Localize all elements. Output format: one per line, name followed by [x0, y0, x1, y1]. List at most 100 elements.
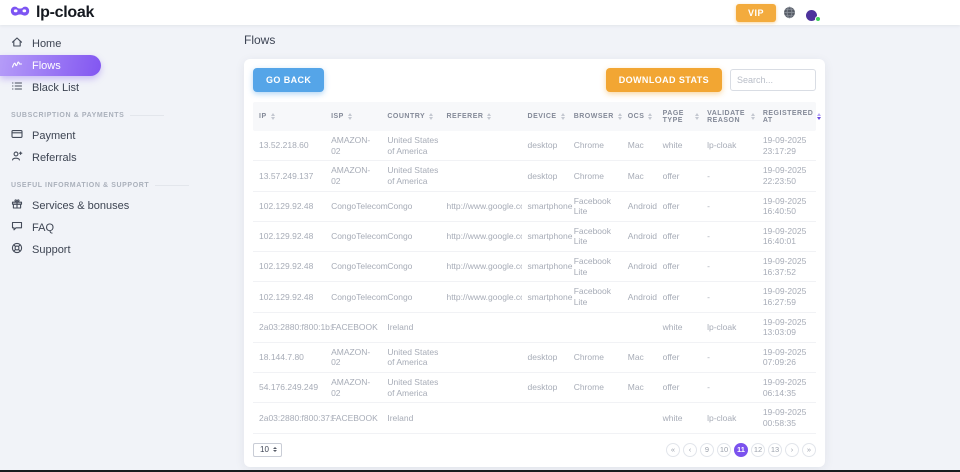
page-size-value: 10 — [260, 445, 269, 454]
sidebar-item-services-bonuses[interactable]: Services & bonuses — [0, 195, 233, 216]
person-add-icon — [11, 150, 23, 165]
cell-ip: 18.144.7.80 — [259, 352, 304, 363]
column-header-registered-at[interactable]: REGISTERED AT — [757, 106, 822, 128]
cell-registered-at: 19-09-2025 16:27:59 — [762, 286, 807, 307]
cell-ocs: Mac — [627, 140, 644, 151]
vip-button[interactable]: VIP — [735, 3, 776, 22]
cell-referer — [440, 142, 521, 150]
cell-country: Congo — [387, 261, 413, 272]
column-header-validate-reason[interactable]: VALIDATE REASON — [701, 106, 757, 128]
column-header-device[interactable]: DEVICE — [522, 109, 568, 124]
cell-device: smartphone — [527, 231, 573, 242]
pagination-button[interactable]: « — [666, 442, 680, 457]
mask-logo-icon — [10, 4, 30, 22]
cell-validate-reason: lp-cloak — [707, 321, 737, 332]
cell-browser: Chrome — [573, 170, 604, 181]
sidebar-item-label: Support — [32, 243, 71, 256]
sidebar-item-label: Flows — [32, 59, 61, 72]
topbar: lp-cloak VIP — [0, 0, 960, 25]
logo[interactable]: lp-cloak — [0, 4, 94, 22]
cell-ip: 54.176.249.249 — [259, 382, 319, 393]
column-header-ip[interactable]: IP — [253, 109, 325, 124]
sidebar-item-label: Referrals — [32, 151, 77, 164]
download-stats-button[interactable]: DOWNLOAD STATS — [605, 68, 722, 92]
sidebar-item-label: Payment — [32, 129, 76, 142]
cell-ip: 102.129.92.48 — [259, 291, 314, 302]
cell-country: United States of America — [387, 135, 439, 156]
pagination: «‹ 9 10 11 12 13 ›» — [666, 442, 816, 457]
cell-ocs: Android — [627, 291, 658, 302]
search-input[interactable] — [730, 69, 816, 91]
cell-ip: 13.57.249.137 — [259, 170, 314, 181]
cell-browser: Facebook Lite — [573, 256, 612, 277]
sidebar-item-payment[interactable]: Payment — [0, 125, 233, 146]
gift-icon — [11, 198, 23, 213]
table-footer: 10 «‹ 9 10 11 12 13 ›» — [253, 442, 816, 457]
cell-ip: 2a03:2880:f800:37:: — [259, 412, 335, 423]
flows-icon — [11, 58, 23, 73]
pagination-button[interactable]: » — [802, 442, 816, 457]
cell-browser: Facebook Lite — [573, 225, 612, 247]
logo-text: lp-cloak — [36, 3, 95, 21]
sort-icon — [617, 113, 622, 120]
cell-ocs: Android — [627, 261, 658, 272]
go-back-button[interactable]: GO BACK — [253, 68, 325, 92]
cell-ip: 2a03:2880:f800:1b:: — [259, 321, 335, 332]
cell-validate-reason: - — [707, 200, 710, 211]
cell-page-type: offer — [662, 200, 680, 211]
table-row: 2a03:2880:f800:37:: FACEBOOK Ireland whi… — [253, 403, 816, 434]
cell-browser: Facebook Lite — [573, 195, 612, 217]
column-header-country[interactable]: COUNTRY — [381, 109, 440, 124]
cell-page-type: offer — [662, 291, 680, 302]
bottom-edge-strip — [0, 470, 960, 472]
cell-referer: http://www.google.com/ — [446, 231, 521, 242]
column-header-referer[interactable]: REFERER — [440, 109, 521, 124]
cell-browser — [568, 323, 622, 331]
cell-country: Congo — [387, 231, 413, 242]
cell-ip: 102.129.92.48 — [259, 231, 314, 242]
cell-referer — [440, 353, 521, 361]
sidebar-item-faq[interactable]: FAQ — [0, 217, 233, 238]
column-header-page-type[interactable]: PAGE TYPE — [657, 106, 701, 128]
pagination-button[interactable]: ‹ — [683, 442, 697, 457]
column-header-ocs[interactable]: OCS — [622, 109, 657, 124]
sort-icon — [270, 113, 275, 120]
cell-ip: 102.129.92.48 — [259, 200, 314, 211]
cell-validate-reason: - — [707, 261, 710, 272]
column-header-isp[interactable]: ISP — [325, 109, 381, 124]
cell-ocs: Mac — [627, 382, 644, 393]
pagination-button[interactable]: 11 — [734, 442, 748, 457]
cell-ocs — [622, 323, 657, 331]
sidebar-item-support[interactable]: Support — [0, 239, 233, 260]
user-avatar[interactable] — [803, 4, 821, 22]
page-size-select[interactable]: 10 — [253, 442, 282, 457]
pagination-button[interactable]: 12 — [751, 442, 765, 457]
column-label: COUNTRY — [387, 113, 426, 120]
table-body: 13.52.218.60 AMAZON-02 United States of … — [253, 131, 816, 434]
pagination-button[interactable]: 13 — [768, 442, 782, 457]
cell-page-type: offer — [662, 261, 680, 272]
sidebar-item-black-list[interactable]: Black List — [0, 77, 233, 98]
credit-card-icon — [11, 128, 23, 143]
column-header-browser[interactable]: BROWSER — [568, 109, 622, 124]
pagination-button[interactable]: › — [785, 442, 799, 457]
column-label: VALIDATE REASON — [707, 109, 746, 124]
sort-icon — [648, 113, 653, 120]
column-label: REGISTERED AT — [762, 109, 814, 124]
page-title: Flows — [244, 33, 276, 47]
pagination-button[interactable]: 10 — [717, 442, 731, 457]
cell-registered-at: 19-09-2025 13:03:09 — [762, 316, 807, 338]
table-row: 18.144.7.80 AMAZON-02 United States of A… — [253, 343, 816, 373]
sort-icon — [750, 113, 755, 120]
cell-referer: http://www.google.com/ — [446, 261, 521, 272]
sidebar-item-referrals[interactable]: Referrals — [0, 147, 233, 168]
cell-page-type: white — [662, 412, 683, 423]
sidebar-item-home[interactable]: Home — [0, 33, 233, 54]
cell-browser: Facebook Lite — [573, 286, 612, 307]
language-globe-icon[interactable] — [783, 6, 796, 19]
cell-isp: FACEBOOK — [331, 321, 378, 332]
sidebar: Home Flows Black List SUBSCRIPTION & PA — [0, 25, 233, 472]
pagination-button[interactable]: 9 — [700, 442, 714, 457]
sidebar-item-flows[interactable]: Flows — [0, 55, 101, 76]
